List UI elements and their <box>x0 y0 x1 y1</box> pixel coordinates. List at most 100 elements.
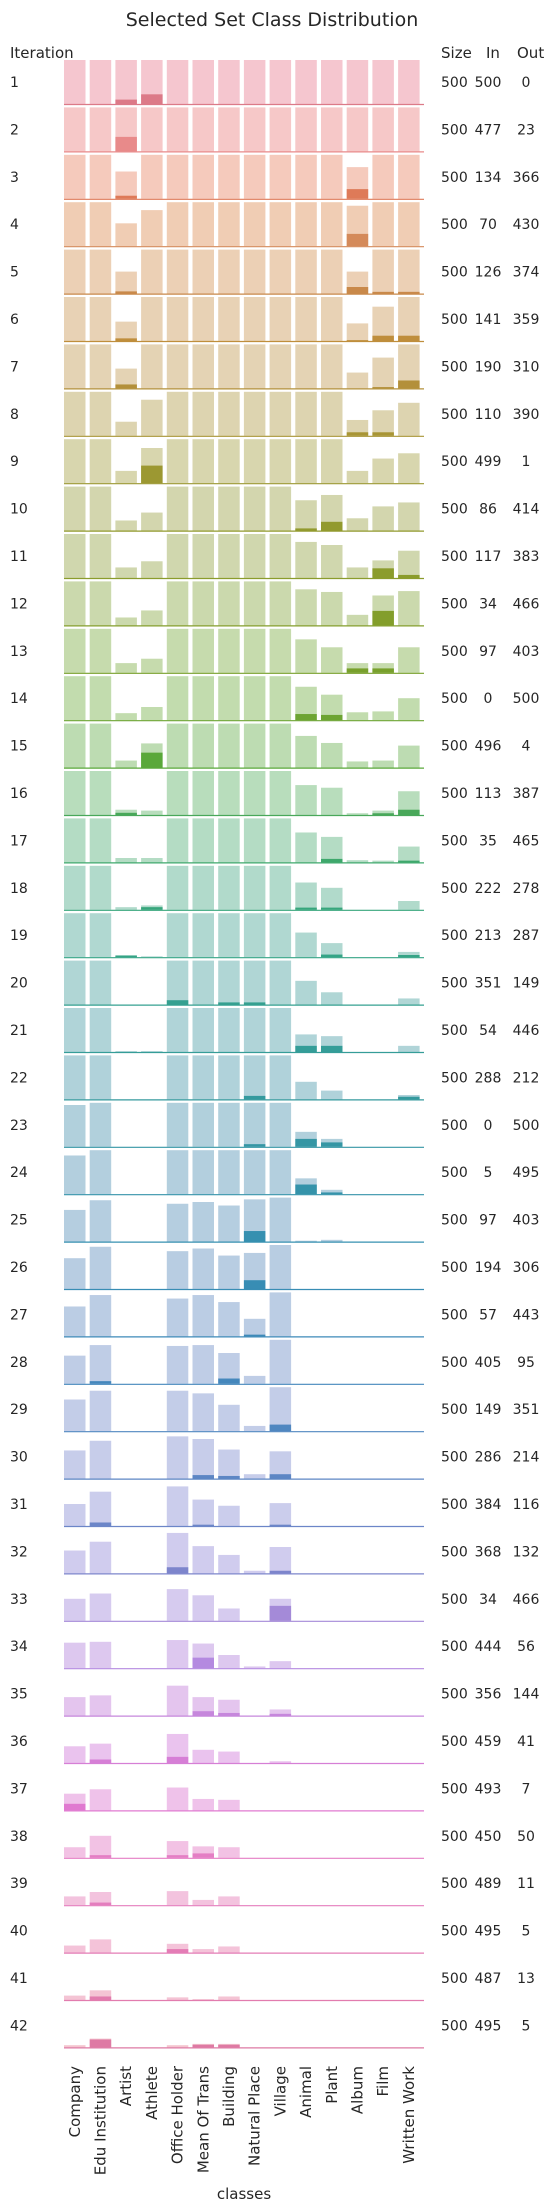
total-bar <box>269 1387 292 1432</box>
total-bar <box>218 1302 240 1337</box>
total-bar <box>218 723 240 768</box>
total-bar <box>192 107 214 152</box>
total-bar <box>64 534 86 578</box>
total-bar <box>166 439 189 484</box>
total-bar <box>218 1751 240 1763</box>
total-bar <box>372 760 394 768</box>
total-bar <box>398 647 420 673</box>
total-bar <box>141 956 163 958</box>
iteration-label: 12 <box>10 596 28 612</box>
iteration-label: 30 <box>10 1450 28 1466</box>
size-value: 500 <box>441 833 468 849</box>
total-bar <box>218 439 240 484</box>
iteration-row: 23 500 0 500 <box>10 1102 539 1148</box>
size-value: 500 <box>441 1734 468 1750</box>
total-bar <box>64 1399 86 1432</box>
iteration-label: 26 <box>10 1260 28 1276</box>
total-bar <box>141 297 163 341</box>
selected-bar <box>89 1902 112 1906</box>
total-bar <box>269 1292 292 1337</box>
total-bar <box>372 410 394 436</box>
iteration-label: 38 <box>10 1829 28 1845</box>
total-bar <box>243 1474 266 1479</box>
iteration-row: 27 500 57 443 <box>10 1292 539 1338</box>
total-bar <box>89 107 112 152</box>
total-bar <box>192 865 214 910</box>
total-bar <box>115 713 137 721</box>
total-bar <box>192 1846 214 1858</box>
total-bar <box>115 809 137 815</box>
total-bar <box>64 297 86 341</box>
out-value: 500 <box>513 691 540 707</box>
selected-bar <box>218 1712 240 1716</box>
selected-bar <box>192 1853 214 1858</box>
selected-bar <box>295 907 317 910</box>
total-bar <box>64 439 86 484</box>
total-bar <box>218 1255 240 1289</box>
total-bar <box>115 271 137 294</box>
total-bar <box>346 470 369 484</box>
total-bar <box>398 846 420 863</box>
total-bar <box>346 60 369 104</box>
total-bar <box>321 60 343 104</box>
total-bar <box>115 1051 137 1052</box>
total-bar <box>89 913 112 958</box>
total-bar <box>295 439 317 484</box>
total-bar <box>64 1008 86 1052</box>
total-bar <box>398 344 420 389</box>
selected-bar <box>398 809 420 815</box>
total-bar <box>269 1150 292 1195</box>
selected-bar <box>166 1000 189 1005</box>
total-bar <box>141 60 163 104</box>
total-bar <box>321 107 343 152</box>
selected-bar <box>321 1142 343 1147</box>
total-bar <box>192 1345 214 1384</box>
total-bar <box>321 297 343 341</box>
out-value: 41 <box>517 1734 535 1750</box>
total-bar <box>218 960 240 1005</box>
total-bar <box>243 1102 266 1147</box>
iteration-label: 41 <box>10 1971 28 1987</box>
total-bar <box>192 1295 214 1337</box>
total-bar <box>243 628 266 673</box>
total-bar <box>269 486 292 531</box>
total-bar <box>398 745 420 768</box>
total-bar <box>218 1896 240 1906</box>
total-bar <box>218 1102 240 1147</box>
total-bar <box>64 913 86 958</box>
selected-bar <box>269 1605 292 1621</box>
total-bar <box>192 1202 214 1242</box>
total-bar <box>398 453 420 484</box>
total-bar <box>295 932 317 958</box>
in-value: 477 <box>475 122 502 138</box>
total-bar <box>166 1733 189 1763</box>
iteration-label: 3 <box>10 170 19 186</box>
iteration-row: 3 500 134 366 <box>10 154 539 200</box>
iteration-label: 25 <box>10 1213 28 1229</box>
total-bar <box>243 723 266 768</box>
iteration-label: 1 <box>10 75 19 91</box>
size-value: 500 <box>441 1023 468 1039</box>
size-value: 500 <box>441 1544 468 1560</box>
total-bar <box>166 534 189 578</box>
out-value: 466 <box>513 1592 540 1608</box>
total-bar <box>89 1345 112 1384</box>
total-bar <box>89 1789 112 1811</box>
total-bar <box>89 1695 112 1716</box>
total-bar <box>89 1150 112 1195</box>
total-bar <box>218 391 240 436</box>
selected-bar <box>89 1381 112 1384</box>
total-bar <box>166 1891 189 1906</box>
in-value: 496 <box>475 739 502 755</box>
total-bar <box>218 676 240 721</box>
total-bar <box>346 567 369 578</box>
total-bar <box>295 785 317 815</box>
total-bar <box>269 723 292 768</box>
total-bar <box>166 154 189 199</box>
in-value: 194 <box>475 1260 502 1276</box>
total-bar <box>64 581 86 626</box>
iteration-label: 20 <box>10 976 28 992</box>
total-bar <box>192 1697 214 1716</box>
selected-bar <box>115 338 137 341</box>
in-value: 351 <box>475 976 502 992</box>
